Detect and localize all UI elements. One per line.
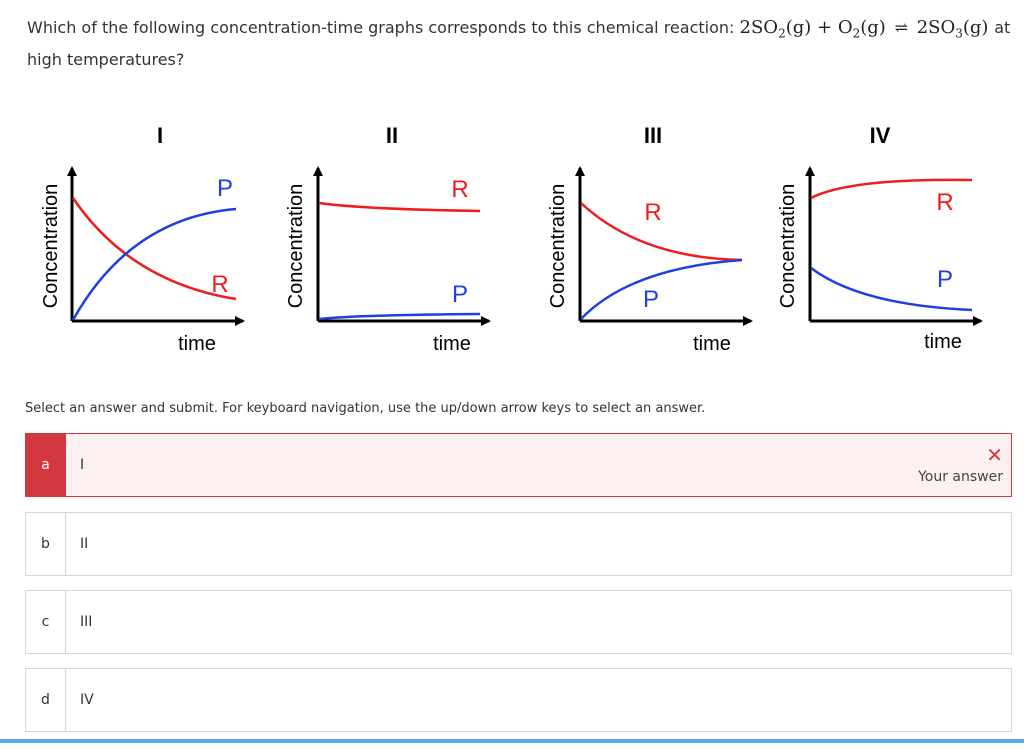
panel-4-xlabel: time xyxy=(924,331,962,353)
eq-reactant-1-subscript: 2 xyxy=(778,26,786,41)
panel-1-label-r: R xyxy=(211,271,228,298)
panel-4-reactant-curve xyxy=(810,178,973,200)
graph-panel-4: IV Concentration time R P xyxy=(777,123,983,353)
panel-1-label-p: P xyxy=(217,175,233,202)
panel-2-label-r: R xyxy=(451,176,468,203)
panel-1-reactant-curve xyxy=(71,197,237,301)
panel-2-reactant-curve xyxy=(318,201,481,213)
panel-3-label-r: R xyxy=(644,199,661,226)
answer-option-a[interactable]: a I ✕ Your answer xyxy=(25,433,1012,497)
panel-2-xlabel: time xyxy=(433,333,471,355)
option-label: I xyxy=(80,457,85,473)
close-icon: ✕ xyxy=(986,443,1003,467)
eq-plus: + xyxy=(817,17,833,38)
option-label: III xyxy=(80,614,93,630)
panel-4-ylabel: Concentration xyxy=(777,184,799,309)
eq-product-subscript: 3 xyxy=(955,26,963,41)
eq-reactant-1: 2SO xyxy=(739,17,779,38)
graph-panel-1: I Concentration time P R xyxy=(40,123,245,355)
panel-3-label-p: P xyxy=(643,286,659,313)
panel-4-roman: IV xyxy=(870,123,891,148)
option-label: II xyxy=(80,536,89,552)
panel-2-label-p: P xyxy=(452,281,468,308)
option-label: IV xyxy=(80,692,94,708)
your-answer-label: Your answer xyxy=(918,469,1003,485)
panel-3-product-curve xyxy=(580,258,743,320)
answer-option-d[interactable]: d IV xyxy=(25,668,1012,732)
eq-reactant-2-state: (g) xyxy=(860,17,886,38)
bottom-progress-bar xyxy=(0,739,1024,743)
instruction-text: Select an answer and submit. For keyboar… xyxy=(25,401,706,416)
eq-product: 2SO xyxy=(916,17,956,38)
option-letter: a xyxy=(26,434,66,496)
panel-4-label-r: R xyxy=(936,189,953,216)
panel-1-product-curve xyxy=(71,207,237,321)
panel-2-product-curve xyxy=(318,312,481,321)
eq-reactant-2-subscript: 2 xyxy=(852,26,861,41)
panel-4-label-p: P xyxy=(937,266,953,293)
panel-1-ylabel: Concentration xyxy=(40,184,62,309)
question-text: Which of the following concentration-tim… xyxy=(27,15,1017,73)
question-suffix: at high temperatures? xyxy=(27,18,1011,69)
eq-product-state: (g) xyxy=(962,17,989,38)
concentration-time-figure: I Concentration time P R II Concentratio… xyxy=(0,110,1024,370)
answer-feedback: ✕ Your answer xyxy=(901,434,1011,496)
answer-option-c[interactable]: c III xyxy=(25,590,1012,654)
panel-2-roman: II xyxy=(386,123,398,148)
option-letter: d xyxy=(26,669,66,731)
graphs-svg: I Concentration time P R II Concentratio… xyxy=(40,123,983,355)
panel-1-xlabel: time xyxy=(178,333,216,355)
eq-reactant-2: O xyxy=(837,17,853,38)
question-stem: Which of the following concentration-tim… xyxy=(27,18,735,37)
option-letter: c xyxy=(26,591,66,653)
reaction-equation: 2SO2(g) + O2(g) ⇌ 2SO3(g) xyxy=(739,17,995,41)
panel-3-xlabel: time xyxy=(693,333,731,355)
panel-3-roman: III xyxy=(644,123,662,148)
equilibrium-arrow-icon: ⇌ xyxy=(894,18,908,37)
panel-1-roman: I xyxy=(157,123,163,148)
panel-3-reactant-curve xyxy=(580,202,743,262)
graph-panel-3: III Concentration time R P xyxy=(547,123,753,355)
graph-panel-2: II Concentration time R P xyxy=(285,123,491,355)
panel-4-product-curve xyxy=(810,267,973,312)
option-letter: b xyxy=(26,513,66,575)
eq-reactant-1-state: (g) xyxy=(785,17,812,38)
answer-option-b[interactable]: b II xyxy=(25,512,1012,576)
panel-2-ylabel: Concentration xyxy=(285,184,307,309)
panel-3-ylabel: Concentration xyxy=(547,184,569,309)
